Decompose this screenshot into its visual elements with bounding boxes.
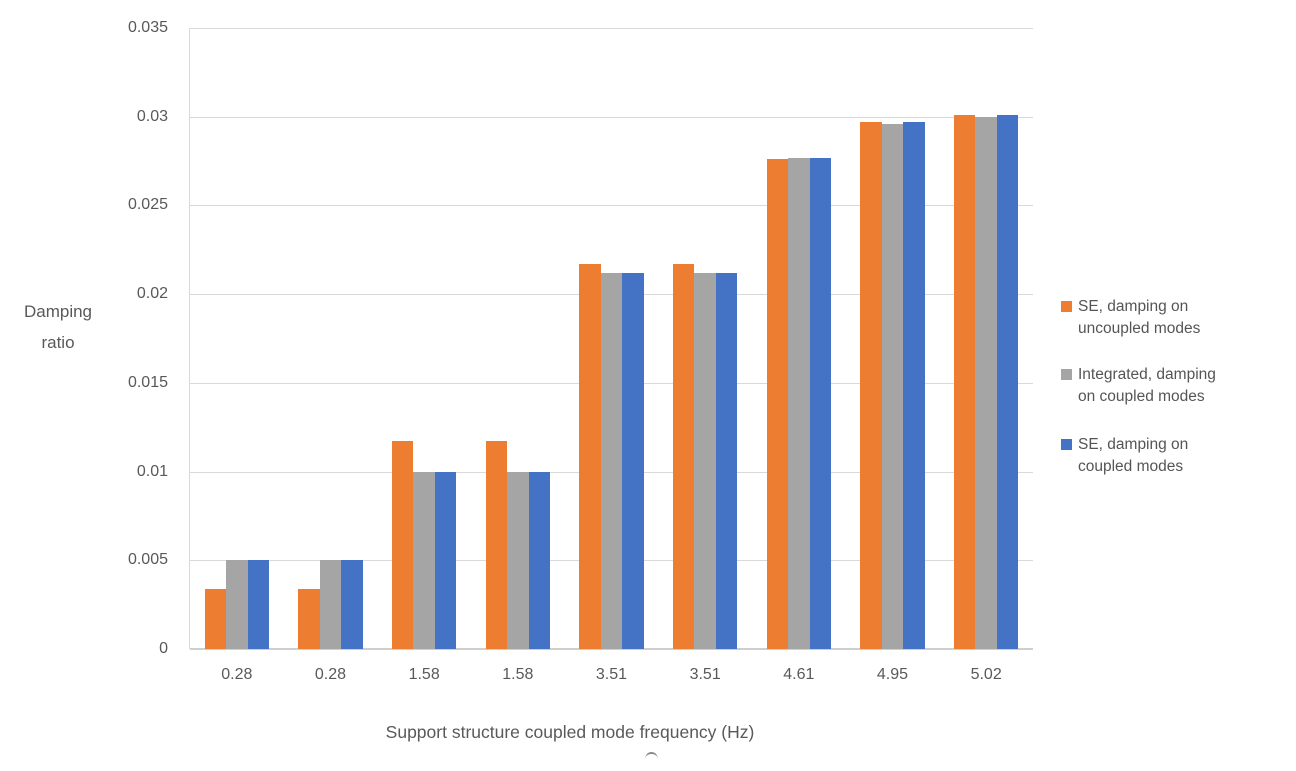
gridline [190,28,1033,29]
y-tick-label: 0.01 [136,462,168,480]
bar-series1-group6 [672,263,695,649]
x-tick-label: 3.51 [689,666,721,683]
x-tick-label: 5.02 [970,666,1002,683]
bar-series3-group4 [528,471,551,649]
bar-series2-group6 [694,272,716,649]
y-axis-title-line2: ratio [41,333,75,352]
bar-series3-group7 [809,157,832,649]
x-tick-label: 3.51 [595,666,628,683]
bar-series1-group1 [204,588,227,649]
bar-series1-group3 [391,441,414,649]
bar-series3-group3 [434,471,457,649]
legend-entry: Integrated, damping on coupled modes [1061,364,1216,408]
bar-series3-group9 [996,114,1019,649]
gridline [190,205,1033,207]
y-tick-label: 0.015 [127,373,168,391]
bar-series3-group1 [247,560,270,649]
y-tick-label: 0.005 [127,551,168,569]
x-tick-label: 4.61 [783,666,815,683]
y-axis-title: Damping ratio [4,296,112,358]
y-axis-line [189,28,190,649]
bar-series1-group4 [485,441,508,649]
y-axis-title-line1: Damping [23,302,93,321]
x-axis-title: Support structure coupled mode frequency… [385,722,755,742]
x-tick-label: 1.58 [408,666,440,683]
y-tick-label: 0.025 [127,196,168,214]
legend-label: SE, damping on uncoupled modes [1078,298,1201,337]
x-axis-line [190,648,1033,650]
bar-series3-group5 [622,272,644,649]
x-tick-label: 0.28 [221,666,253,683]
bar-series3-group6 [715,272,738,649]
bar-series1-group8 [860,122,882,649]
plot-area [189,28,1033,650]
y-tick-label: 0 [159,640,168,657]
bar-series2-group8 [881,123,904,649]
bar-series2-group2 [319,560,342,649]
bar-series2-group3 [413,471,435,649]
bar-series3-group2 [341,560,363,649]
bar-series3-group8 [903,122,925,649]
bar-series2-group9 [975,116,997,649]
y-tick-label: 0.035 [127,19,168,36]
bar-series1-group5 [579,263,601,649]
legend-swatch-icon [1061,439,1072,450]
bar-series1-group2 [298,588,320,649]
legend-label: SE, damping on coupled modes [1078,436,1189,475]
y-tick-label: 0.03 [136,107,168,125]
cropped-text-fragment [645,752,658,760]
bar-series2-group4 [507,471,529,649]
x-tick-label: 0.28 [314,666,347,683]
y-tick-label: 0.02 [136,285,168,303]
legend-label: Integrated, damping on coupled modes [1078,366,1216,405]
bar-series1-group9 [953,114,976,649]
bar-series2-group7 [788,157,810,649]
bar-series2-group1 [226,560,248,649]
legend-swatch-icon [1061,369,1072,380]
bar-series1-group7 [766,159,789,649]
x-tick-label: 1.58 [502,666,534,683]
legend-entry: SE, damping on coupled modes [1061,434,1188,478]
legend-entry: SE, damping on uncoupled modes [1061,296,1200,340]
bar-series2-group5 [600,272,623,649]
x-tick-label: 4.95 [876,666,909,683]
gridline [190,116,1033,118]
legend-swatch-icon [1061,301,1072,312]
